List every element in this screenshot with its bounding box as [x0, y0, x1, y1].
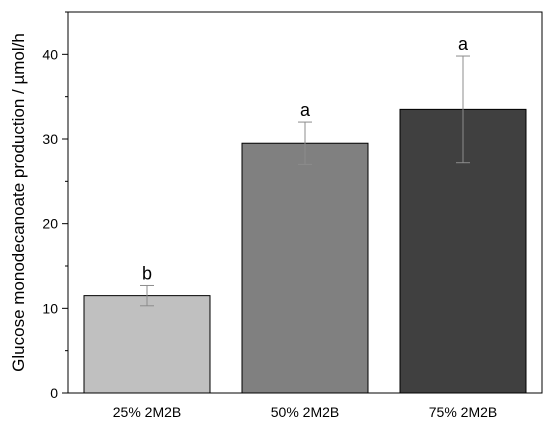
x-axis-labels: 25% 2M2B 50% 2M2B 75% 2M2B [113, 404, 497, 420]
y-axis-title: Glucose monodecanoate production / µmol/… [9, 33, 28, 372]
x-category-label-1: 25% 2M2B [113, 404, 181, 420]
significance-label-3: a [458, 34, 469, 54]
y-tick-label: 10 [42, 300, 58, 316]
y-tick-label: 40 [42, 46, 58, 62]
y-tick-label: 30 [42, 131, 58, 147]
significance-label-1: b [142, 263, 152, 283]
x-category-label-3: 75% 2M2B [429, 404, 497, 420]
y-tick-label: 0 [50, 385, 58, 401]
bar-2 [241, 142, 369, 394]
x-category-label-2: 50% 2M2B [271, 404, 339, 420]
bar-1 [83, 295, 211, 394]
y-axis-ticks: 0 10 20 30 40 [42, 11, 68, 401]
error-bars [140, 55, 470, 307]
y-tick-label: 20 [42, 216, 58, 232]
significance-labels: b a a [142, 34, 469, 283]
plot-frame [67, 11, 543, 394]
significance-label-2: a [300, 100, 311, 120]
